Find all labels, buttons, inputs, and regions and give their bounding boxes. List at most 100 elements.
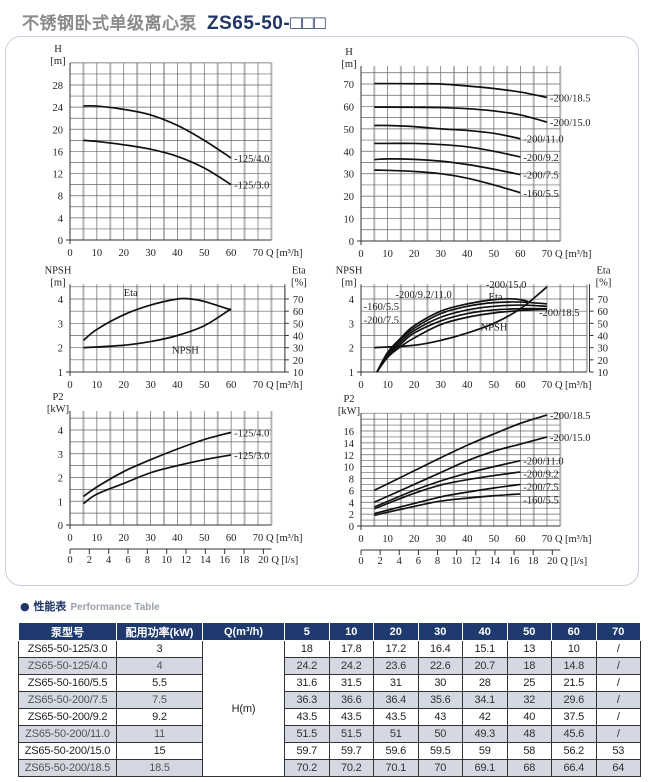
y2-tick-label: 50 <box>598 319 609 330</box>
x2-tick-label: 12 <box>471 556 482 567</box>
y-tick-label: 2 <box>349 510 354 521</box>
series-line <box>82 297 232 342</box>
y2-tick-label: 50 <box>293 319 304 330</box>
y2-tick-label: 30 <box>598 344 609 355</box>
x2-tick-label: 6 <box>125 555 130 566</box>
series-line <box>373 436 548 504</box>
head-value-cell: 24.2 <box>328 657 374 675</box>
y-tick-label: 16 <box>53 147 64 158</box>
series-label: -200/11.0 <box>523 135 563 146</box>
model-cell: ZS65-50-200/11.0 <box>18 725 117 743</box>
head-value-cell: 70.2 <box>284 759 330 777</box>
y-tick-label: 4 <box>349 295 355 306</box>
y-tick-label: 0 <box>58 521 63 532</box>
x-tick-label: 60 <box>226 248 237 259</box>
power-cell: 18.5 <box>116 759 203 777</box>
power-cell: 11 <box>116 725 203 743</box>
x2-tick-label: 4 <box>106 555 112 566</box>
column-header: 泵型号 <box>18 622 117 641</box>
y-tick-label: 12 <box>53 170 64 181</box>
y-tick-label: 4 <box>58 426 64 437</box>
head-value-cell: 59 <box>462 742 508 760</box>
x2-tick-label: 6 <box>416 556 421 567</box>
series-line <box>376 301 548 373</box>
y-tick-label: 4 <box>58 295 64 306</box>
x-tick-label: 50 <box>199 533 210 544</box>
x-tick-label: 30 <box>145 533 156 544</box>
x-tick-label: 70 <box>542 534 553 545</box>
series-label: -200/11.0 <box>523 457 563 468</box>
series-line <box>376 307 548 373</box>
head-value-cell: 69.1 <box>462 759 508 777</box>
chart-3 <box>66 284 289 376</box>
y-tick-label: 0 <box>349 237 354 248</box>
x2-tick-label: 8 <box>145 555 150 566</box>
x-tick-label: 60 <box>515 380 526 391</box>
y-tick-label: 1 <box>349 368 354 379</box>
y-tick-label: 20 <box>344 192 355 203</box>
head-value-cell: 42 <box>462 708 508 726</box>
chart-4 <box>357 284 594 376</box>
head-value-cell: 43.5 <box>373 708 419 726</box>
y2-tick-label: 10 <box>293 368 304 379</box>
y-axis-unit: [m] <box>341 59 356 70</box>
series-label: -200/15.0 <box>550 433 591 444</box>
column-header: 配用功率(kW) <box>116 622 203 641</box>
head-value-cell: 51.5 <box>284 725 330 743</box>
x-tick-label: 40 <box>462 534 473 545</box>
x-tick-label: 50 <box>199 380 210 391</box>
series-label: -125/4.0 <box>234 428 269 439</box>
x2-axis-unit: [l/s] <box>570 556 587 567</box>
x-tick-label: 0 <box>358 249 363 260</box>
column-header: 40 <box>462 622 508 641</box>
y-tick-label: 8 <box>349 475 354 486</box>
series-line <box>374 483 521 515</box>
y-axis-label: H <box>54 44 62 55</box>
x-tick-label: 10 <box>92 248 103 259</box>
x2-tick-label: 16 <box>509 556 520 567</box>
head-value-cell: 56.2 <box>551 742 597 760</box>
x2-tick-label: 20 <box>547 556 558 567</box>
y2-axis-unit: [%] <box>596 277 612 288</box>
y-tick-label: 2 <box>58 474 63 485</box>
head-value-cell: 45.6 <box>551 725 597 743</box>
series-line <box>374 142 521 158</box>
y-tick-label: 40 <box>344 147 355 158</box>
x2-tick-label: 0 <box>67 555 72 566</box>
x2-axis-label: Q <box>271 555 279 566</box>
x-tick-label: 20 <box>409 534 420 545</box>
head-value-cell: 51 <box>373 725 419 743</box>
y2-tick-label: 20 <box>598 356 609 367</box>
model-cell: ZS65-50-125/3.0 <box>18 640 117 658</box>
charts-panel <box>5 36 639 586</box>
y2-axis-label: Eta <box>292 265 306 276</box>
head-value-cell: 31.5 <box>328 674 374 692</box>
head-value-cell: 17.8 <box>328 640 374 658</box>
series-line <box>374 493 521 517</box>
head-value-cell: 13 <box>506 640 552 658</box>
title-text: 不锈钢卧式单级离心泵 <box>22 14 197 34</box>
series-line <box>373 459 521 508</box>
series-line <box>83 139 232 186</box>
head-value-cell: 43.5 <box>328 708 374 726</box>
x-tick-label: 50 <box>199 248 210 259</box>
x-tick-label: 20 <box>118 533 129 544</box>
x-axis-label: Q <box>266 533 274 544</box>
head-value-cell: / <box>595 674 641 692</box>
head-value-cell: 28 <box>462 674 508 692</box>
head-value-cell: 34.1 <box>462 691 508 709</box>
chart-6 <box>357 412 562 555</box>
head-value-cell: 70.1 <box>373 759 419 777</box>
head-value-cell: 18 <box>506 657 552 675</box>
table-header: 泵型号 配用功率(kW) Q(m³/h) 5 10 20 30 40 50 60 70 <box>18 622 641 641</box>
chart-5 <box>66 411 273 554</box>
power-cell: 5.5 <box>116 674 203 692</box>
series-label: -125/3.0 <box>234 181 269 192</box>
x-tick-label: 0 <box>358 534 363 545</box>
y-axis-label: H <box>345 47 353 58</box>
series-label: -160/5.5 <box>523 496 558 507</box>
series-label: -200/18.5 <box>539 308 580 319</box>
section-subtitle: Performance Table <box>70 602 160 613</box>
y2-tick-label: 70 <box>598 295 609 306</box>
table-row: ZS65-50-125/3.0 3 H(m) 18 17.8 17.2 16.4 15.1 13… <box>18 640 641 777</box>
